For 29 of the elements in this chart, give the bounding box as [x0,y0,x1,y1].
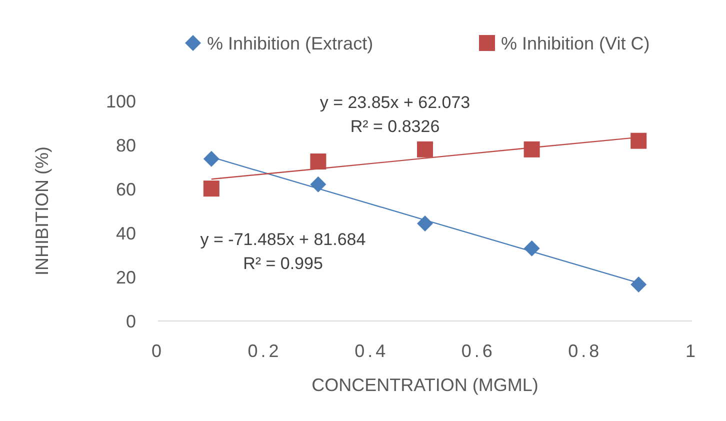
annotation: R² = 0.8326 [350,117,440,136]
annotation: y = 23.85x + 62.073 [320,93,470,112]
point [310,154,326,170]
point [524,141,540,158]
point [417,141,433,158]
legend-label: % Inhibition (Extract) [207,33,374,54]
x-tick-label: 0.8 [568,341,602,361]
x-axis-title: CONCENTRATION (MGML) [312,375,538,395]
y-tick-label: 100 [106,91,136,112]
point [630,276,647,292]
y-tick-label: 60 [116,179,136,200]
y-tick-label: 20 [116,267,136,288]
x-tick-label: 1 [685,341,699,361]
legend-label: % Inhibition (Vit C) [501,33,650,54]
point [417,216,433,232]
point [203,150,220,167]
x-tick-label: 0.4 [354,341,389,361]
point [203,180,220,197]
y-tick-label: 0 [126,311,136,332]
point [310,176,326,192]
x-tick-label: 0 [151,341,165,361]
x-tick-label: 0.2 [248,341,282,361]
annotation: R² = 0.995 [243,254,323,273]
y-tick-label: 40 [116,223,136,244]
annotation: y = -71.485x + 81.684 [200,230,366,249]
y-tick-label: 80 [116,135,136,156]
point [630,132,647,149]
y-axis-title: INHIBITION (%) [32,146,52,276]
x-tick-label: 0.6 [461,341,496,361]
